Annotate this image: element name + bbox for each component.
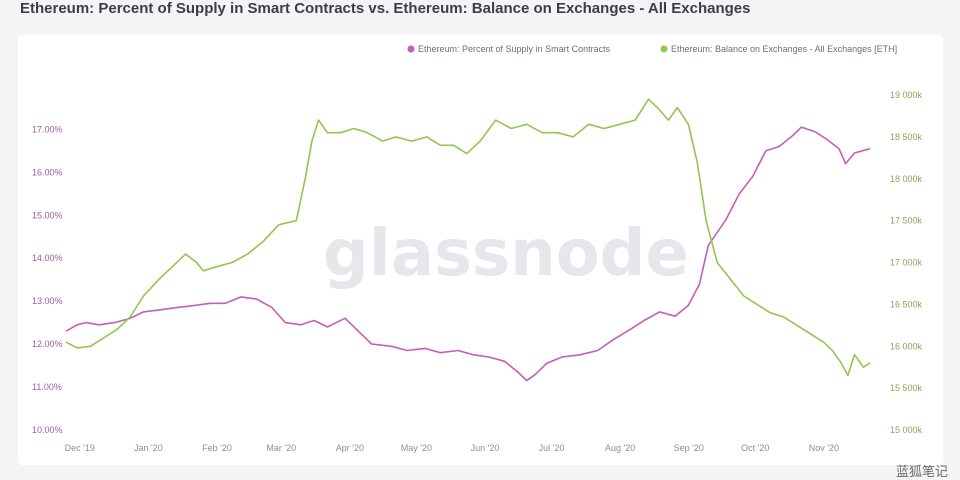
legend-marker xyxy=(660,45,668,53)
x-tick-label: Feb '20 xyxy=(202,443,232,453)
y-right-tick-label: 18 500k xyxy=(890,132,923,142)
legend-item-smart-contracts: Ethereum: Percent of Supply in Smart Con… xyxy=(418,44,611,54)
chart-svg: glassnode Dec '19 Jan '20 Feb '20 Mar '20 Ap… xyxy=(32,44,923,453)
y-left-tick-label: 15.00% xyxy=(32,210,63,220)
y-right-tick-label: 17 500k xyxy=(890,216,923,226)
chart-card: glassnode Dec '19 Jan '20 Feb '20 Mar '20 Ap… xyxy=(18,35,943,465)
legend-marker xyxy=(407,45,415,53)
x-tick-label: Aug '20 xyxy=(605,443,635,453)
x-tick-label: Mar '20 xyxy=(266,443,296,453)
glassnode-watermark: glassnode xyxy=(323,217,689,291)
y-left-tick-label: 16.00% xyxy=(32,167,63,177)
y-left-tick-label: 17.00% xyxy=(32,124,63,134)
corner-watermark: 蓝狐笔记 xyxy=(895,465,948,480)
x-tick-label: Jan '20 xyxy=(134,443,163,453)
y-right-tick-label: 19 000k xyxy=(890,90,923,100)
y-right-tick-label: 16 000k xyxy=(890,341,923,351)
x-tick-label: Dec '19 xyxy=(65,443,95,453)
legend-item-exchange-balance: Ethereum: Balance on Exchanges - All Exc… xyxy=(671,44,897,54)
y-left-tick-label: 14.00% xyxy=(32,253,63,263)
x-tick-label: Oct '20 xyxy=(741,443,769,453)
x-tick-label: Nov '20 xyxy=(809,443,839,453)
series-line-exchange-balance xyxy=(65,98,871,377)
y-right-tick-label: 17 000k xyxy=(890,258,923,268)
y-left-tick-label: 13.00% xyxy=(32,296,63,306)
y-left-tick-label: 12.00% xyxy=(32,339,63,349)
y-left-tick-label: 11.00% xyxy=(32,382,62,392)
x-tick-label: Jul '20 xyxy=(539,443,565,453)
y-right-tick-label: 16 500k xyxy=(890,299,923,309)
x-tick-label: Sep '20 xyxy=(674,443,704,453)
y-right-tick-label: 15 500k xyxy=(890,383,923,393)
x-tick-label: May '20 xyxy=(401,443,432,453)
x-tick-label: Apr '20 xyxy=(336,443,364,453)
chart-title: Ethereum: Percent of Supply in Smart Con… xyxy=(20,0,751,17)
x-tick-label: Jun '20 xyxy=(471,443,500,453)
y-left-tick-label: 10.00% xyxy=(32,425,63,435)
y-right-tick-label: 18 000k xyxy=(890,174,923,184)
y-right-tick-label: 15 000k xyxy=(890,425,923,435)
series-line-smart-contracts xyxy=(65,126,871,382)
legend: Ethereum: Percent of Supply in Smart Con… xyxy=(407,44,897,54)
